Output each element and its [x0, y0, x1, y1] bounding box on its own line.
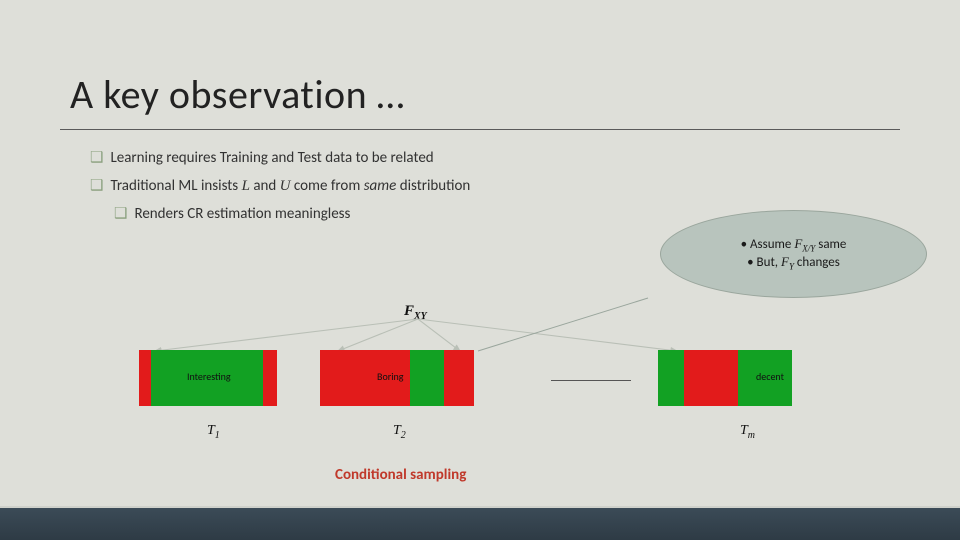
- conditional-sampling-label: Conditional sampling: [335, 466, 466, 484]
- bar-segment: [410, 350, 444, 406]
- bar-segment: [263, 350, 277, 406]
- bar-segment: [684, 350, 738, 406]
- bullet-2: ❑ Traditional ML insists L and U come fro…: [90, 173, 470, 201]
- math-L: L: [242, 178, 250, 194]
- t-label: T1: [207, 423, 220, 441]
- callout-l2-b: changes: [794, 255, 840, 270]
- callout-content: • Assume FX/Y same • But, FY changes: [661, 211, 926, 297]
- math-F-source: F: [404, 303, 414, 319]
- bullet-1-text: Learning requires Training and Test data…: [110, 149, 433, 167]
- bar-group-label: Boring: [377, 370, 403, 383]
- bullet-2-text-b: and: [250, 177, 280, 195]
- t-label: Tm: [740, 423, 755, 441]
- slide: A key observation … ❑ Learning requires T…: [0, 0, 960, 540]
- callout-line-2: • But, FY changes: [747, 254, 840, 272]
- bullet-2-text-a: Traditional ML insists: [110, 177, 241, 195]
- bar-group-label: Interesting: [187, 370, 231, 383]
- bullet-marker-icon: ❑: [90, 149, 103, 167]
- bar-segment: [444, 350, 474, 406]
- bar-group-label: decent: [756, 370, 784, 383]
- title-underline: [60, 129, 900, 130]
- bullet-3: ❑ Renders CR estimation meaningless: [114, 201, 470, 229]
- bullet-2-text-d: distribution: [396, 177, 470, 195]
- ellipsis-line: [551, 380, 631, 381]
- math-sub-source: XY: [414, 311, 427, 322]
- slide-title: A key observation …: [70, 70, 405, 119]
- source-distribution-label: FXY: [404, 303, 427, 322]
- bullet-3-text: Renders CR estimation meaningless: [134, 205, 350, 223]
- math-U: U: [280, 178, 291, 194]
- callout-line-1: • Assume FX/Y same: [741, 236, 847, 254]
- callout-l1-a: • Assume: [741, 237, 795, 252]
- math-F-2: F: [781, 254, 789, 269]
- bar-segment: [658, 350, 684, 406]
- callout-bubble: • Assume FX/Y same • But, FY changes: [660, 210, 927, 298]
- callout-l2-a: • But,: [747, 255, 781, 270]
- math-sub-1: X/Y: [802, 244, 815, 254]
- t-label: T2: [393, 423, 406, 441]
- bar-segment: [139, 350, 151, 406]
- bullet-marker-icon: ❑: [114, 205, 127, 223]
- bullet-2-text-c: come from: [291, 177, 364, 195]
- callout-l1-b: same: [815, 237, 846, 252]
- bullet-list: ❑ Learning requires Training and Test dat…: [90, 145, 470, 228]
- bullet-2-em: same: [364, 177, 397, 195]
- bullet-1: ❑ Learning requires Training and Test dat…: [90, 145, 470, 173]
- bullet-marker-icon: ❑: [90, 177, 103, 195]
- footer-band: [0, 508, 960, 540]
